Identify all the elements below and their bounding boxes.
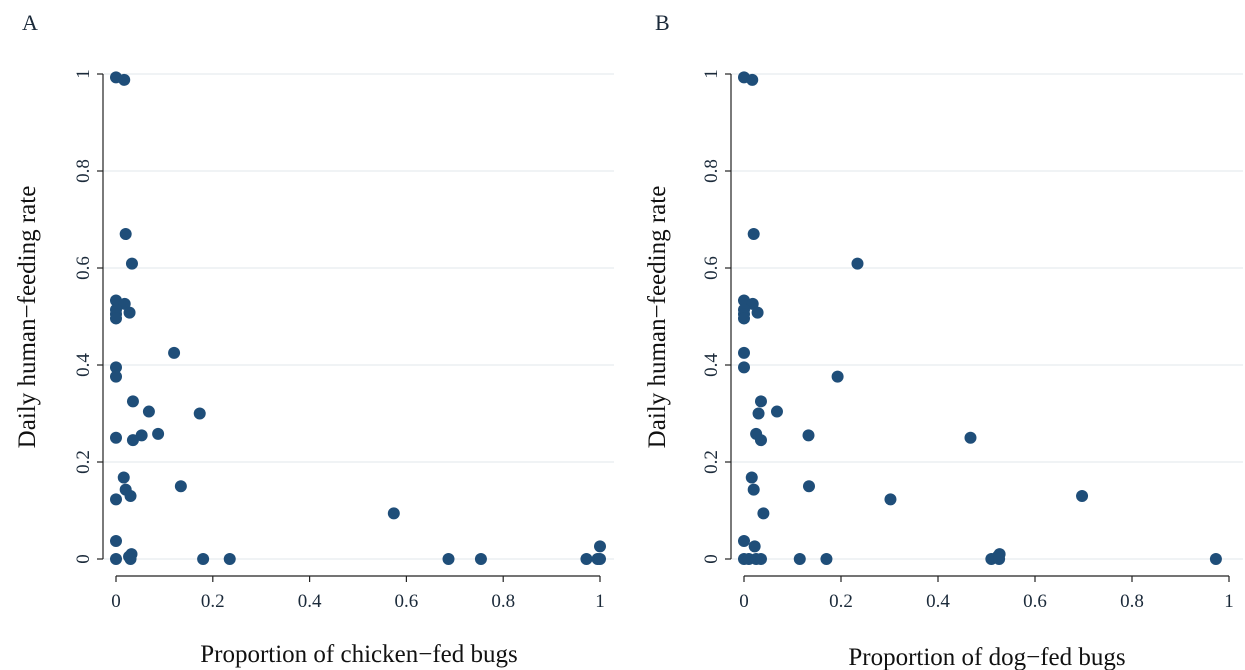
panel-a-label: A: [22, 10, 38, 35]
y-tick-label: 1: [701, 69, 722, 79]
data-point: [123, 306, 136, 319]
data-point: [474, 553, 487, 565]
data-point: [117, 471, 130, 484]
data-point: [757, 507, 770, 520]
data-point: [738, 361, 750, 374]
data-point: [110, 431, 122, 444]
panel-a-ticks: 0 0.2 0.4 0.6 0.8 1 0 0.2 0.4 0.6 0.8 1: [73, 69, 605, 612]
data-point: [738, 346, 750, 359]
x-tick-label: 0.4: [298, 591, 322, 612]
data-point: [738, 535, 750, 548]
x-tick-label: 0.4: [926, 591, 950, 612]
panel-b-x-axis-title: Proportion of dog−fed bugs: [848, 644, 1125, 670]
panel-a-gridlines: [103, 73, 614, 560]
panel-b-ticks: 0 0.2 0.4 0.6 0.8 1 0 0.2 0.4 0.6 0.8 1: [701, 69, 1234, 612]
y-tick-label: 0.8: [701, 159, 722, 183]
data-point: [752, 407, 765, 420]
y-tick-label: 0.2: [73, 450, 94, 474]
data-point: [964, 431, 977, 444]
y-tick-label: 0.6: [73, 256, 94, 280]
data-point: [754, 434, 767, 447]
data-point: [793, 553, 806, 565]
data-point: [124, 489, 137, 502]
x-tick-label: 1: [595, 591, 605, 612]
data-point: [745, 471, 758, 484]
panel-a-points: [110, 71, 606, 565]
panel-a: A 0 0.2 0.4 0.6 0.8 1 0 0.2 0.4 0.6 0.8 1 Daily hum…: [14, 10, 614, 668]
x-tick-label: 0.2: [829, 591, 853, 612]
data-point: [124, 553, 137, 565]
x-tick-label: 0.6: [395, 591, 419, 612]
data-point: [110, 493, 122, 506]
data-point: [802, 480, 815, 493]
data-point: [746, 297, 759, 310]
x-tick-label: 0.6: [1023, 591, 1047, 612]
y-tick-label: 0.6: [701, 256, 722, 280]
data-point: [223, 553, 236, 565]
data-point: [751, 306, 764, 319]
x-tick-label: 1: [1224, 591, 1234, 612]
data-point: [118, 297, 131, 310]
data-point: [135, 429, 148, 442]
data-point: [174, 480, 187, 493]
data-point: [831, 370, 844, 383]
data-point: [802, 429, 815, 442]
data-point: [747, 483, 760, 496]
data-point: [197, 553, 210, 565]
data-point: [851, 257, 864, 270]
data-point: [747, 228, 760, 241]
data-point: [754, 553, 767, 565]
panel-b-points: [738, 71, 1222, 565]
data-point: [193, 407, 206, 420]
data-point: [442, 553, 455, 565]
data-point: [884, 493, 897, 506]
panel-a-y-axis-title: Daily human−feeding rate: [14, 186, 41, 449]
panel-a-x-axis-title: Proportion of chicken−fed bugs: [200, 641, 518, 668]
panel-b-label: B: [655, 10, 670, 35]
y-tick-label: 1: [73, 69, 94, 79]
data-point: [748, 540, 761, 553]
y-tick-label: 0.2: [701, 450, 722, 474]
data-point: [993, 553, 1006, 565]
data-point: [746, 73, 759, 86]
data-point: [110, 361, 122, 374]
data-point: [142, 405, 155, 418]
x-tick-label: 0: [739, 591, 749, 612]
y-tick-label: 0: [73, 554, 94, 564]
data-point: [110, 535, 122, 548]
x-tick-label: 0.8: [491, 591, 515, 612]
data-point: [110, 553, 122, 565]
data-point: [125, 257, 138, 270]
data-point: [168, 346, 181, 359]
data-point: [754, 395, 767, 408]
data-point: [594, 540, 606, 553]
data-point: [110, 370, 122, 383]
x-tick-label: 0: [111, 591, 121, 612]
x-tick-label: 0.8: [1120, 591, 1144, 612]
data-point: [126, 395, 139, 408]
panel-b: B 0 0.2 0.4 0.6 0.8 1 0 0.2 0.4 0.6 0.8 1 Daily hum…: [644, 10, 1243, 670]
panel-b-axes: [730, 74, 1229, 577]
panel-b-y-axis-title: Daily human−feeding rate: [644, 186, 671, 449]
y-tick-label: 0.8: [73, 159, 94, 183]
y-tick-label: 0.4: [701, 353, 722, 377]
data-point: [820, 553, 833, 565]
data-point: [580, 553, 593, 565]
data-point: [126, 434, 139, 447]
data-point: [119, 228, 132, 241]
data-point: [1076, 489, 1089, 502]
x-tick-label: 0.2: [201, 591, 225, 612]
data-point: [110, 312, 122, 325]
panel-a-axes: [102, 74, 600, 577]
y-tick-label: 0: [701, 554, 722, 564]
data-point: [594, 553, 606, 565]
data-point: [387, 507, 400, 520]
data-point: [118, 73, 131, 86]
data-point: [738, 312, 750, 325]
data-point: [770, 405, 783, 418]
y-tick-label: 0.4: [73, 353, 94, 377]
data-point: [152, 427, 165, 440]
data-point: [1209, 553, 1222, 565]
